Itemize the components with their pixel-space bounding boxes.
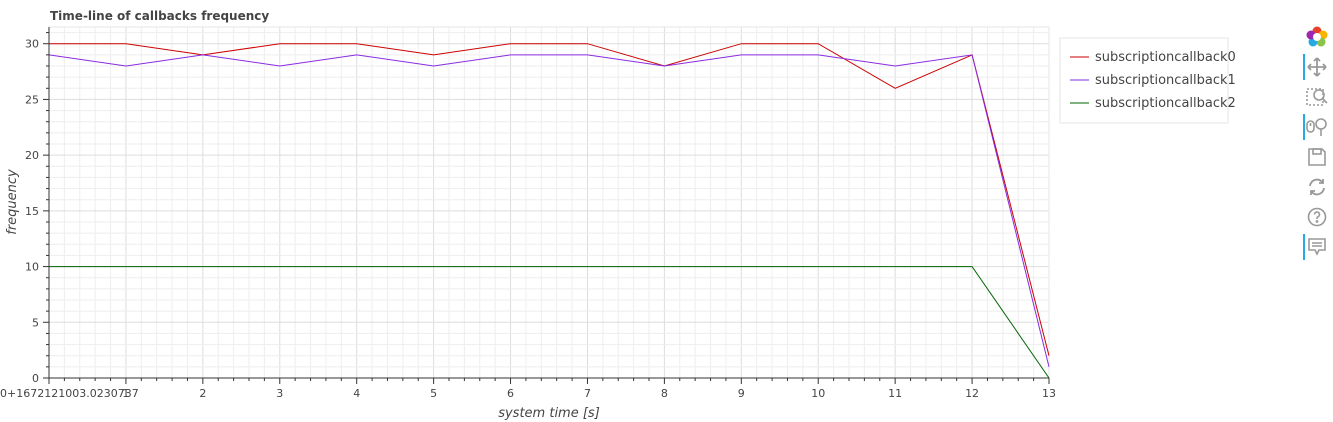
x-tick-label: 6: [507, 387, 514, 400]
x-tick-label: 2: [199, 387, 206, 400]
pan-tool[interactable]: [1300, 52, 1333, 82]
save-tool[interactable]: [1300, 142, 1333, 172]
legend: subscriptioncallback0 subscriptioncallbac…: [1059, 37, 1236, 124]
plot-frame: [48, 26, 1050, 379]
series-line-subscriptioncallback1: [48, 54, 1050, 368]
x-tick-label: 5: [430, 387, 437, 400]
help-tool[interactable]: [1300, 202, 1333, 232]
x-tick-label: 9: [738, 387, 745, 400]
reset-icon: [1307, 177, 1327, 197]
save-icon: [1307, 147, 1327, 167]
y-tick-label: 10: [25, 261, 39, 274]
bokeh-logo-icon: [1306, 26, 1328, 48]
wheel-zoom-tool[interactable]: [1300, 112, 1333, 142]
y-tick-label: 15: [25, 205, 39, 218]
box-zoom-tool[interactable]: [1300, 82, 1333, 112]
series-layer: [48, 43, 1050, 379]
grid: [48, 27, 1050, 379]
chart-title: Time-line of callbacks frequency: [50, 9, 269, 23]
y-axis-label: frequency: [5, 169, 20, 235]
x-tick-label: 10: [811, 387, 825, 400]
x-axis-label: system time [s]: [498, 406, 600, 421]
legend-label: subscriptioncallback1: [1095, 73, 1236, 88]
y-tick-label: 20: [25, 149, 39, 162]
y-tick-label: 25: [25, 93, 39, 106]
series-line-subscriptioncallback0: [49, 43, 1050, 356]
box-zoom-icon: [1306, 86, 1328, 108]
wheel-zoom-icon: [1306, 116, 1328, 138]
series-line-subscriptioncallback2: [49, 266, 1050, 379]
x-offset-label: 0+1672121003.0230737: [0, 387, 139, 400]
help-icon: [1307, 207, 1327, 227]
x-tick-label: 7: [584, 387, 591, 400]
hover-tool[interactable]: [1300, 232, 1333, 262]
hover-icon: [1307, 237, 1327, 257]
x-tick-label: 8: [661, 387, 668, 400]
pan-icon: [1307, 57, 1327, 77]
y-tick-label: 5: [32, 316, 39, 329]
y-tick-label: 0: [32, 372, 39, 385]
y-tick-label: 30: [25, 38, 39, 51]
x-tick-label: 4: [353, 387, 360, 400]
bokeh-logo-tool: [1300, 22, 1333, 52]
x-tick-label: 13: [1042, 387, 1056, 400]
x-tick-label: 11: [888, 387, 902, 400]
x-tick-label: 12: [965, 387, 979, 400]
x-tick-label: 1: [122, 387, 129, 400]
legend-label: subscriptioncallback0: [1095, 50, 1236, 65]
toolbar: [1300, 22, 1333, 262]
reset-tool[interactable]: [1300, 172, 1333, 202]
x-tick-label: 3: [276, 387, 283, 400]
legend-label: subscriptioncallback2: [1095, 96, 1236, 111]
